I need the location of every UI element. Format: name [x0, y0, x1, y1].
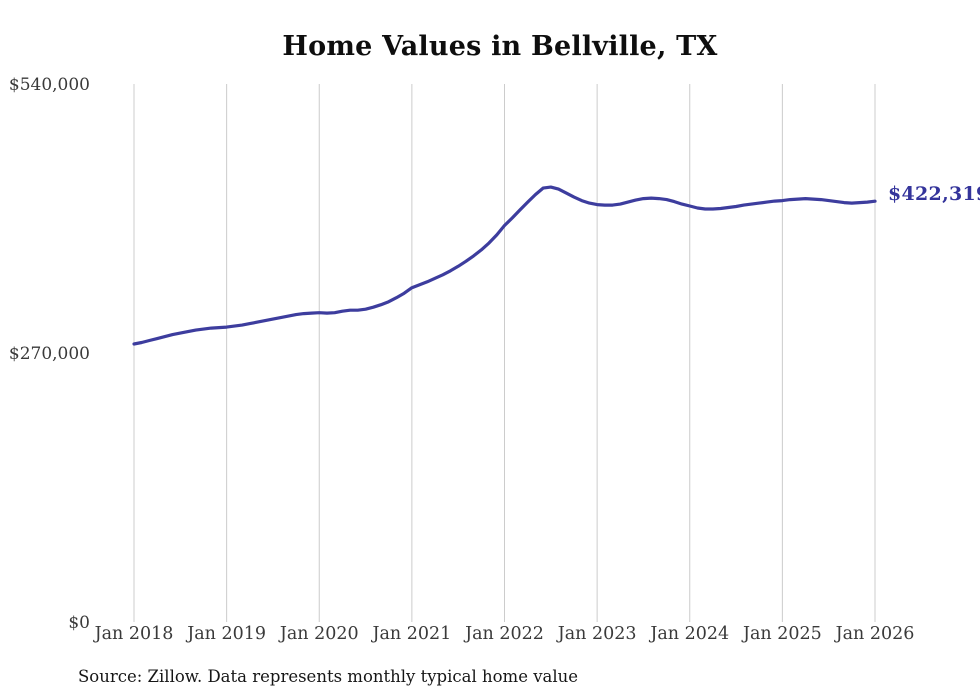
x-axis-label: Jan 2025: [742, 624, 822, 644]
y-axis-label: $0: [68, 613, 90, 633]
x-axis-label: Jan 2018: [94, 624, 174, 644]
chart-title: Home Values in Bellville, TX: [282, 31, 718, 62]
home-value-line: [132, 185, 877, 346]
x-axis-label: Jan 2020: [279, 624, 359, 644]
source-note: Source: Zillow. Data represents monthly …: [78, 667, 579, 686]
x-axis-label: Jan 2026: [835, 624, 915, 644]
x-axis-label: Jan 2021: [372, 624, 452, 644]
end-value-label: $422,319: [888, 183, 980, 206]
x-axis-label: Jan 2024: [650, 624, 730, 644]
x-axis-label: Jan 2023: [557, 624, 637, 644]
x-axis-label: Jan 2019: [187, 624, 267, 644]
y-axis-label: $540,000: [8, 75, 90, 95]
y-axis-label: $270,000: [8, 344, 90, 364]
x-axis-label: Jan 2022: [465, 624, 544, 644]
